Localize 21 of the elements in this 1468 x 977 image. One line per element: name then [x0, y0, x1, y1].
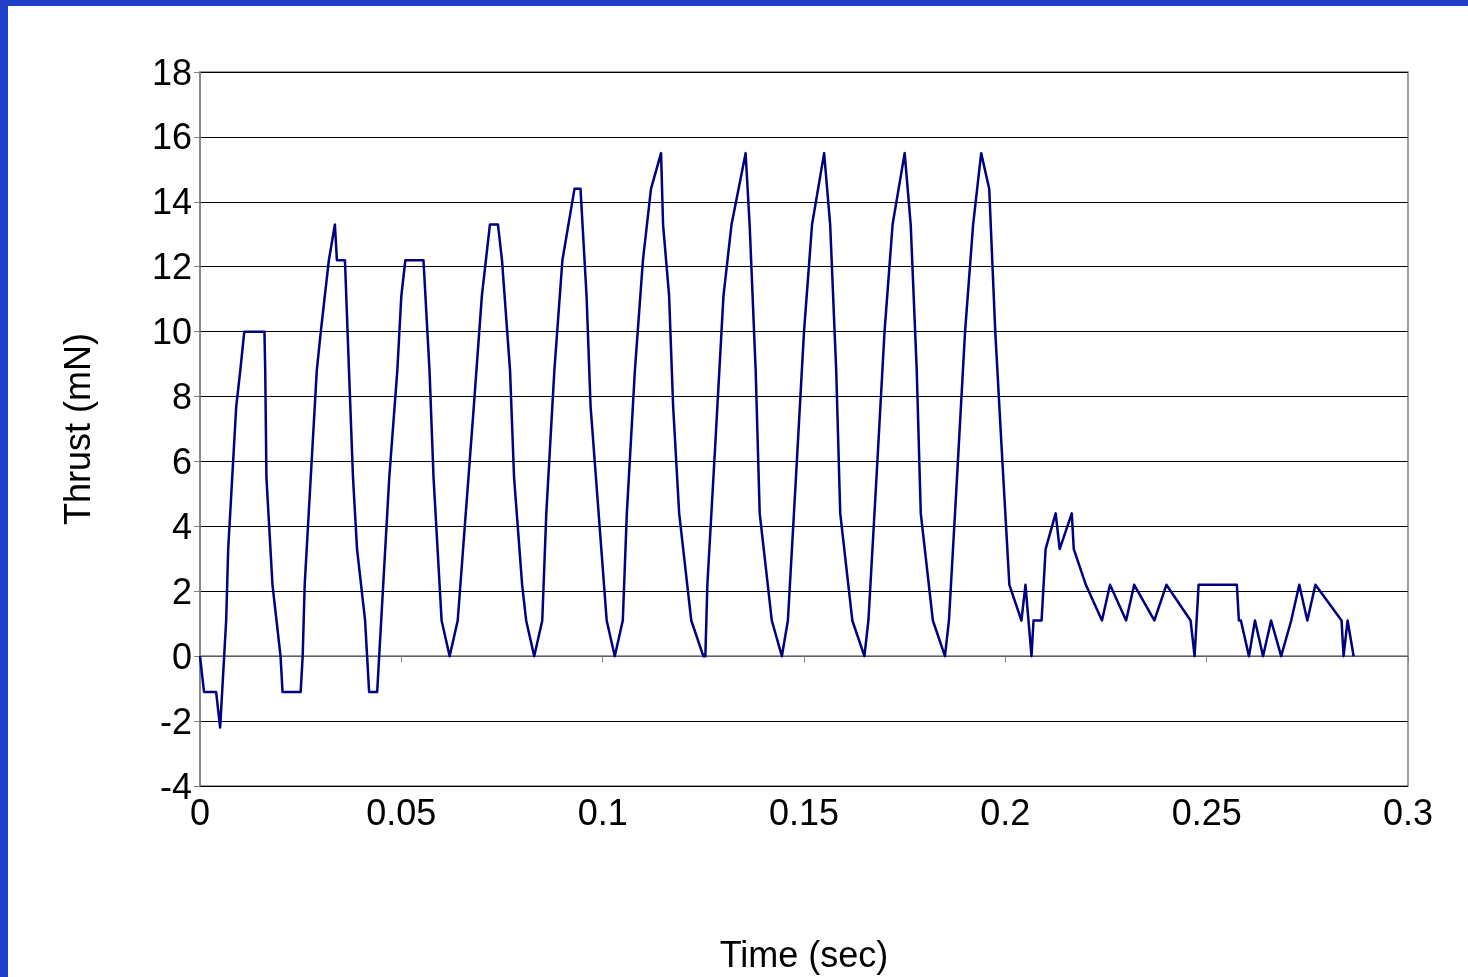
- x-tick-label: 0.3: [1382, 791, 1434, 833]
- x-axis-title: Time (sec): [719, 933, 889, 975]
- y-tick-label: -4: [159, 765, 192, 807]
- y-tick-label: 12: [151, 246, 192, 288]
- x-tick-label: 0.15: [768, 791, 840, 833]
- x-tick-label: 0.1: [577, 791, 628, 833]
- y-tick-label: 8: [171, 376, 192, 418]
- y-tick-label: 0: [171, 635, 192, 677]
- y-axis-title: Thrust (mN): [56, 333, 98, 525]
- line-series: [198, 151, 1355, 729]
- x-tick-label: 0.2: [980, 791, 1031, 833]
- y-tick-label: -2: [159, 700, 192, 742]
- y-tick-label: 16: [151, 116, 192, 158]
- y-tick-label: 18: [151, 51, 192, 93]
- y-tick-label: 4: [171, 505, 192, 547]
- x-tick-label: 0.05: [366, 791, 437, 833]
- y-tick-label: 6: [171, 440, 192, 482]
- y-tick-label: 2: [171, 570, 192, 612]
- y-tick-label: 14: [151, 181, 192, 223]
- x-tick-label: 0.25: [1171, 791, 1242, 833]
- y-tick-label: 10: [151, 311, 192, 353]
